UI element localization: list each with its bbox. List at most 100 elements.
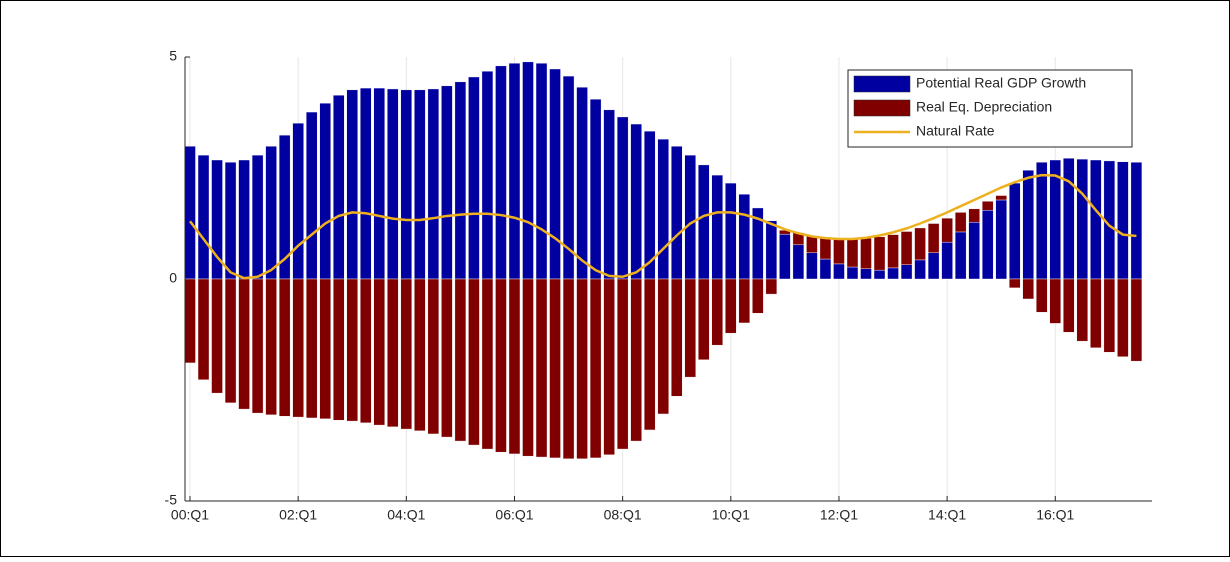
bar — [319, 102, 331, 280]
bar — [779, 233, 791, 280]
bar — [698, 164, 710, 280]
legend-label: Natural Rate — [916, 123, 995, 139]
bar — [441, 85, 453, 280]
bar — [698, 278, 710, 361]
bar — [806, 235, 818, 254]
bar — [981, 209, 994, 280]
bar — [1063, 158, 1075, 280]
bar — [603, 278, 615, 456]
bar — [265, 278, 277, 416]
x-tick-label: 16:Q1 — [1036, 507, 1074, 523]
bar — [927, 252, 940, 280]
bar — [941, 241, 953, 280]
bar — [454, 81, 467, 280]
bar — [900, 264, 913, 280]
bar — [508, 278, 521, 455]
x-tick-label: 12:Q1 — [820, 507, 858, 523]
bar — [562, 278, 575, 460]
bar — [887, 267, 899, 280]
bar — [387, 88, 399, 280]
bar — [725, 182, 737, 280]
bar — [819, 237, 832, 260]
bar — [427, 88, 440, 280]
bar — [1009, 182, 1021, 280]
bar — [616, 116, 629, 280]
bar — [481, 71, 494, 280]
bar — [765, 278, 778, 295]
bar — [1022, 278, 1034, 300]
bar — [643, 278, 656, 431]
bar — [806, 252, 818, 280]
bar — [387, 278, 399, 428]
bar — [305, 111, 318, 280]
bar — [1036, 278, 1048, 313]
bar — [184, 278, 196, 364]
x-tick-label: 02:Q1 — [279, 507, 317, 523]
x-tick-label: 10:Q1 — [712, 507, 750, 523]
bar — [954, 212, 967, 233]
bar — [211, 278, 223, 394]
bar — [508, 63, 521, 280]
bar — [468, 76, 480, 280]
x-tick-label: 14:Q1 — [928, 507, 966, 523]
bar — [373, 278, 385, 426]
bar — [792, 244, 805, 280]
bar — [1117, 278, 1129, 357]
bar — [1130, 278, 1143, 362]
bar — [657, 138, 669, 280]
bar — [427, 278, 440, 435]
bar — [1049, 278, 1061, 324]
x-tick-label: 08:Q1 — [604, 507, 642, 523]
bar — [468, 278, 480, 446]
bar — [1103, 278, 1116, 353]
bar — [481, 278, 494, 450]
bar — [184, 146, 196, 280]
bar — [914, 227, 926, 261]
bar — [224, 278, 237, 404]
bar — [927, 223, 940, 254]
bar — [495, 278, 507, 453]
bar — [1036, 162, 1048, 280]
legend-swatch — [853, 99, 911, 117]
line — [189, 173, 1137, 280]
bar — [400, 278, 413, 430]
bar — [887, 234, 899, 269]
bar — [251, 154, 264, 280]
y-tick-label: -5 — [165, 492, 178, 508]
bar — [630, 123, 642, 280]
bar — [711, 278, 723, 346]
bar — [846, 266, 859, 280]
bar — [576, 278, 588, 460]
bar — [900, 231, 913, 265]
bar — [333, 94, 345, 280]
bar — [414, 278, 426, 432]
bar — [400, 89, 413, 280]
bar — [630, 278, 642, 442]
bar — [1130, 162, 1143, 280]
bar — [765, 220, 778, 280]
x-tick-label: 04:Q1 — [387, 507, 425, 523]
bar — [603, 109, 615, 280]
y-tick-label: 5 — [169, 48, 177, 64]
bar — [441, 278, 453, 438]
bar — [373, 87, 385, 280]
x-tick-label: 06:Q1 — [495, 507, 533, 523]
bar — [995, 199, 1007, 280]
bar — [576, 86, 588, 280]
bar — [995, 195, 1007, 201]
bar — [752, 278, 764, 314]
bar — [833, 263, 845, 280]
bar — [1076, 278, 1089, 342]
bar — [224, 162, 237, 280]
bar — [333, 278, 345, 421]
bar — [1076, 158, 1089, 280]
bar — [549, 278, 561, 459]
bar — [197, 278, 210, 380]
bar — [522, 278, 534, 457]
bar — [846, 238, 859, 268]
bar — [671, 146, 683, 280]
bar — [738, 278, 751, 324]
bar — [278, 278, 291, 417]
legend-label: Potential Real GDP Growth — [916, 75, 1086, 91]
